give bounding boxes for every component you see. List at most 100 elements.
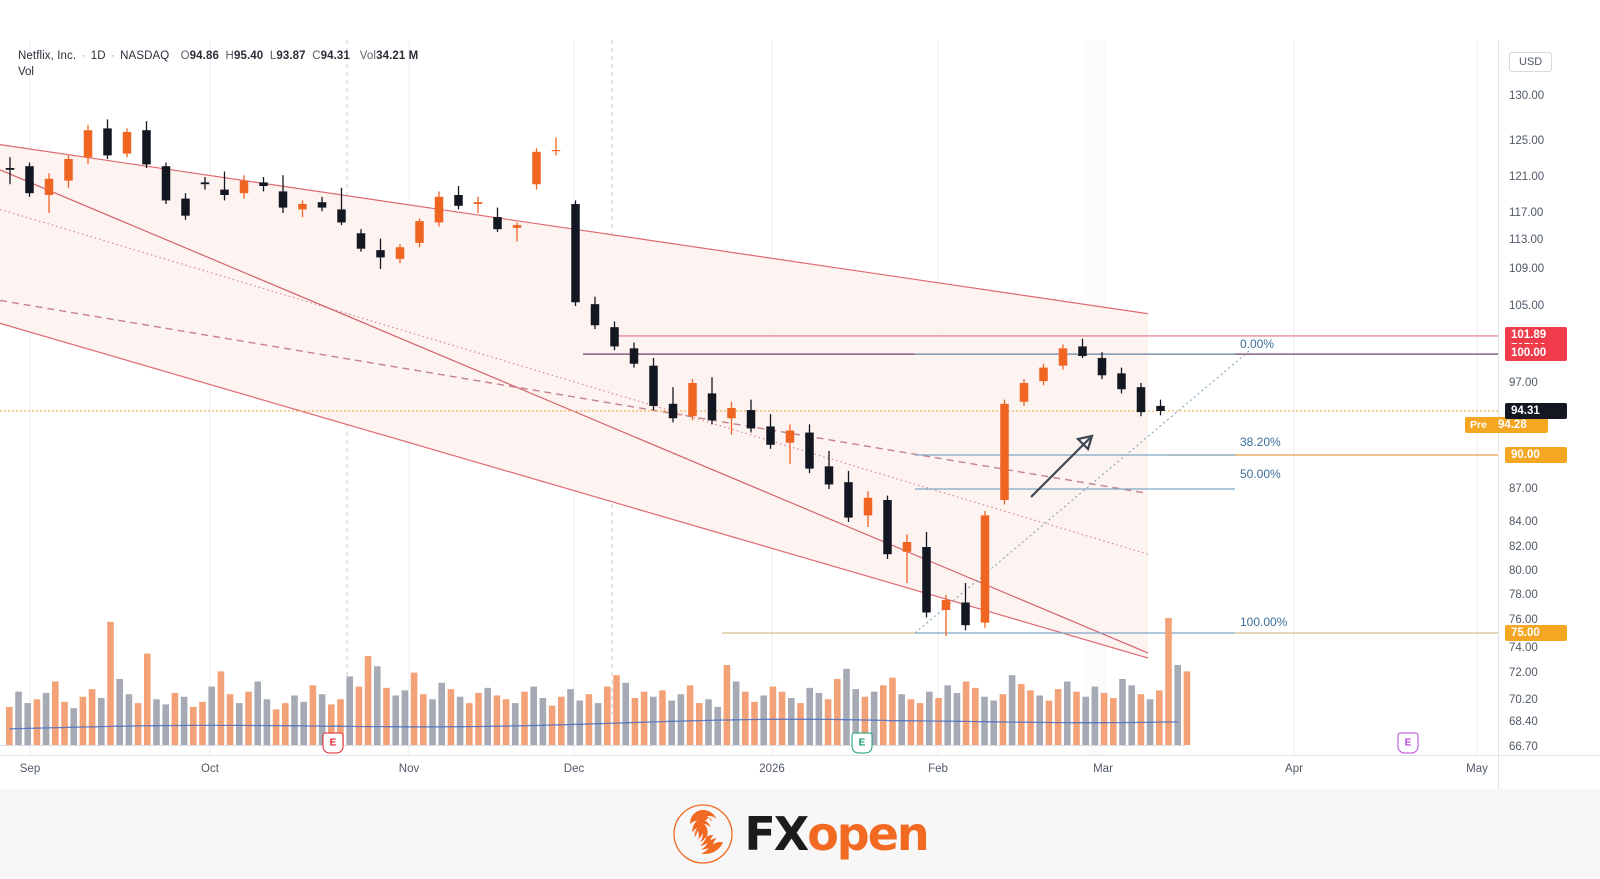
currency-chip[interactable]: USD [1509,52,1553,72]
candlestick[interactable] [103,119,112,159]
ascending-support-line[interactable] [914,349,1251,634]
candlestick[interactable] [980,511,990,628]
candlestick[interactable] [785,424,795,465]
legend-symbol[interactable]: Netflix, Inc. [18,50,77,62]
volume-bar [374,666,381,745]
candlestick[interactable] [493,207,502,232]
arrow-annotation[interactable] [1030,434,1094,498]
volume-ma-line[interactable] [9,718,1178,730]
candlestick[interactable] [1078,338,1087,358]
candlestick[interactable] [961,583,970,631]
price-level-badge[interactable]: 75.00 [1505,625,1567,641]
candle-body [766,426,775,445]
channel-lower-line[interactable] [0,322,1149,659]
candlestick[interactable] [844,470,853,522]
candlestick[interactable] [824,450,834,489]
candlestick[interactable] [629,342,639,368]
candlestick[interactable] [473,196,483,213]
candlestick[interactable] [142,121,151,168]
candlestick[interactable] [590,296,600,330]
price-scale[interactable]: USD 130.00 125.00 121.00 117.00 113.00 109.00… [1465,40,1600,755]
candlestick[interactable] [1097,352,1107,380]
earnings-marker-purple[interactable]: E [1397,732,1419,754]
candlestick[interactable] [805,424,814,474]
candlestick[interactable] [727,401,736,435]
candlestick[interactable] [181,193,190,220]
candlestick[interactable] [571,200,580,306]
candlestick[interactable] [532,148,541,190]
candlestick[interactable] [1136,383,1146,417]
candlestick[interactable] [1000,399,1009,505]
candlestick[interactable] [1019,379,1029,406]
candlestick[interactable] [922,532,931,618]
volume-bar [732,681,740,745]
candlestick[interactable] [200,177,210,190]
volume-bar [1018,684,1025,745]
candle-body [590,304,600,326]
legend-sep-2: · [110,50,115,62]
candlestick[interactable] [395,244,405,264]
time-scale[interactable]: Sep Oct Nov Dec 2026 Feb Mar Apr May [0,755,1498,790]
candlestick[interactable] [707,377,717,425]
candlestick[interactable] [122,128,132,158]
candlestick[interactable] [649,357,658,411]
candlestick[interactable] [1039,363,1048,386]
channel-dotted-upper[interactable] [0,208,1149,555]
candle-body [1000,403,1009,500]
candlestick[interactable] [766,414,775,449]
candlestick[interactable] [317,196,327,212]
candlestick[interactable] [883,495,892,559]
candlestick[interactable] [44,173,54,213]
volume-bar [686,685,694,745]
volume-bar [420,694,427,745]
volume-bar [539,698,547,745]
candlestick[interactable] [434,191,444,227]
candlestick[interactable] [746,399,756,433]
candlestick[interactable] [1058,344,1068,370]
volume-bar [309,685,317,745]
volume-bar [907,699,915,745]
candlestick[interactable] [902,534,912,584]
price-level-badge[interactable]: 101.89 [1505,327,1567,343]
price-tick: 117.00 [1509,207,1544,219]
candlestick[interactable] [5,157,15,185]
candle-body [103,128,112,156]
candlestick[interactable] [337,187,346,226]
candle-body [980,515,990,623]
volume-bar [1054,689,1062,745]
candlestick[interactable] [512,222,522,242]
earnings-marker-green[interactable]: E [851,732,873,754]
chart-plot-area[interactable] [0,40,1498,755]
candlestick[interactable] [863,491,873,527]
price-level-badge[interactable]: 94.31 [1505,403,1567,419]
candlestick[interactable] [239,175,249,199]
candlestick[interactable] [551,137,561,156]
price-level-badge[interactable]: 90.00 [1505,447,1567,463]
candlestick[interactable] [610,321,619,351]
candlestick[interactable] [1156,399,1165,416]
candlestick[interactable] [64,155,73,188]
candlestick[interactable] [278,175,288,213]
price-level-badge[interactable]: 100.00 [1505,345,1567,361]
candlestick[interactable] [356,229,366,252]
candlestick[interactable] [298,200,307,218]
candlestick[interactable] [25,162,34,197]
candlestick[interactable] [259,177,268,192]
premarket-price-badge[interactable]: Pre 94.28 [1465,417,1548,433]
channel-dashed-median[interactable] [0,299,1149,495]
legend-interval[interactable]: 1D [90,50,106,62]
candlestick[interactable] [83,124,93,165]
candlestick[interactable] [415,218,424,248]
earnings-marker-red[interactable]: E [322,732,344,754]
volume-bar [916,703,924,745]
candlestick[interactable] [941,595,951,636]
candlestick[interactable] [1117,367,1126,394]
candlestick[interactable] [668,387,678,423]
candlestick[interactable] [688,379,697,421]
volume-bar [493,695,501,745]
candlestick[interactable] [376,238,385,269]
candle-body [317,202,327,208]
candlestick[interactable] [161,162,171,204]
candlestick[interactable] [220,171,229,201]
candlestick[interactable] [454,186,463,210]
